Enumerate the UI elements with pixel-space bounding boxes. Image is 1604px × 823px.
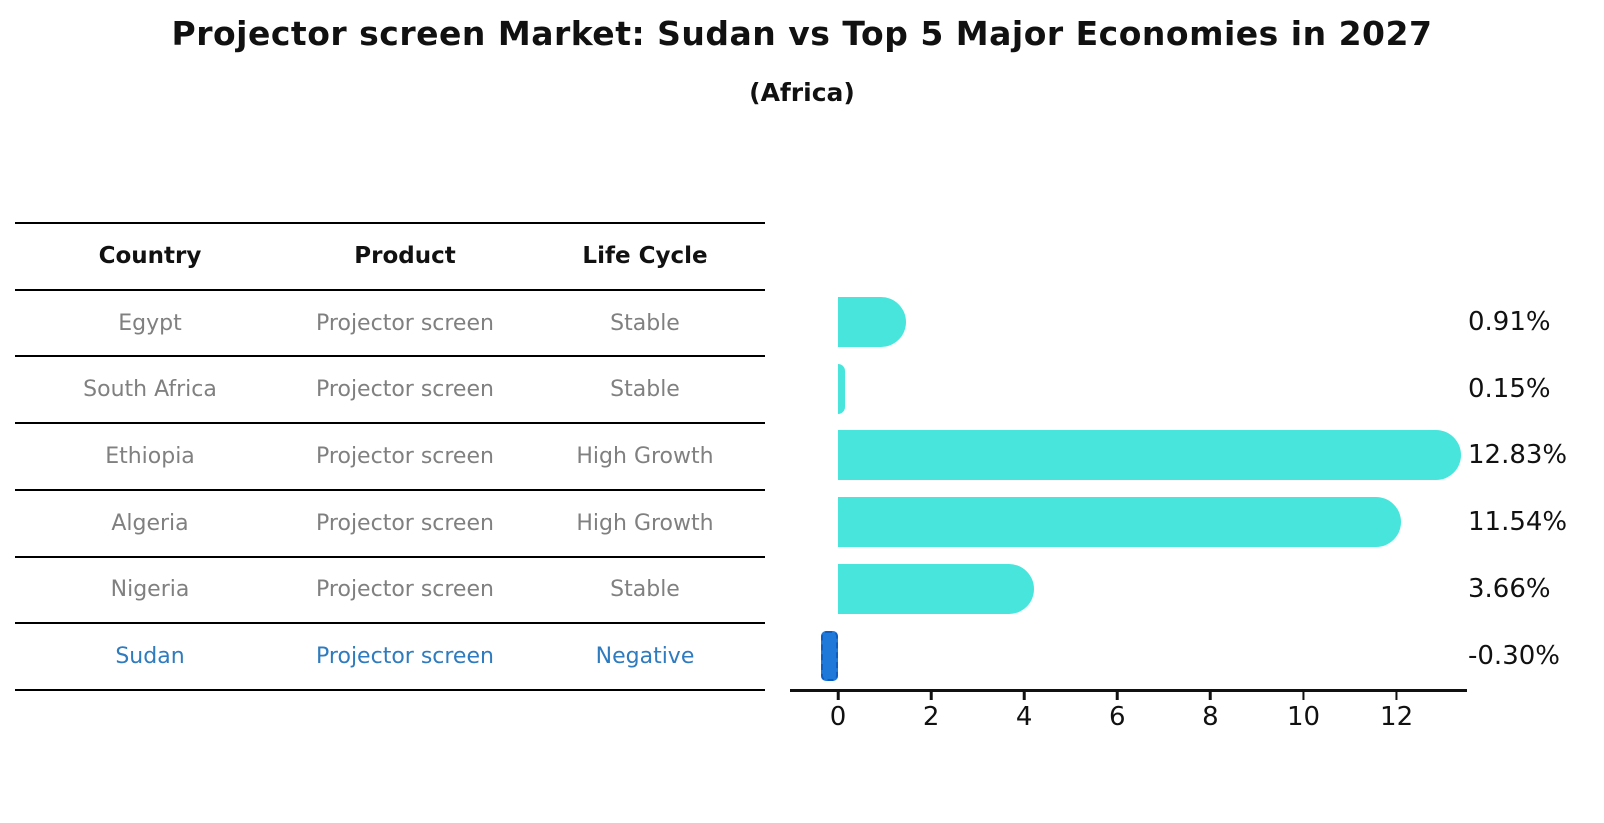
country-table: Country Product Life Cycle Egypt Project…	[15, 222, 765, 691]
cell-product: Projector screen	[316, 510, 494, 536]
cell-life-cycle: Stable	[610, 377, 680, 403]
table-row: Egypt Projector screen Stable	[15, 291, 765, 358]
cell-country: Nigeria	[110, 577, 190, 603]
tick-label: 4	[1015, 702, 1033, 732]
bar-sudan	[821, 630, 838, 681]
tick-mark	[1302, 689, 1305, 700]
cell-product: Projector screen	[316, 644, 494, 670]
tick-label: 12	[1380, 702, 1414, 732]
value-label-column: 0.91% 0.15% 12.83% 11.54% 3.66% -0.30%	[1468, 222, 1598, 689]
cell-life-cycle: Negative	[595, 644, 695, 670]
cell-product: Projector screen	[316, 443, 494, 469]
value-label-sudan: -0.30%	[1468, 640, 1560, 671]
cell-life-cycle: High Growth	[576, 443, 714, 469]
tick-mark	[1209, 689, 1212, 700]
bar-algeria	[838, 497, 1402, 548]
value-label-algeria: 11.54%	[1468, 507, 1568, 538]
chart-title: Projector screen Market: Sudan vs Top 5 …	[171, 14, 1433, 53]
x-axis-tick: 4	[1015, 689, 1033, 732]
bar-south-africa	[838, 363, 845, 414]
header-product: Product	[354, 243, 456, 270]
tick-mark	[1116, 689, 1119, 700]
x-axis-tick: 2	[922, 689, 940, 732]
table-row: South Africa Projector screen Stable	[15, 357, 765, 425]
cell-product: Projector screen	[316, 310, 494, 336]
value-label-south-africa: 0.15%	[1468, 373, 1551, 404]
bar-nigeria	[838, 563, 1035, 614]
bar-chart: 0 2 4 6 8 10 12	[790, 222, 1467, 730]
value-label-ethiopia: 12.83%	[1468, 440, 1568, 471]
x-axis-tick: 10	[1287, 689, 1320, 730]
table-header-row: Country Product Life Cycle	[15, 224, 765, 291]
tick-label: 2	[922, 702, 940, 732]
cell-country: Sudan	[115, 644, 185, 670]
bar-ethiopia	[838, 430, 1462, 481]
value-label-nigeria: 3.66%	[1468, 573, 1551, 604]
x-axis-tick: 12	[1380, 689, 1413, 730]
cell-life-cycle: Stable	[610, 577, 680, 603]
cell-country: Ethiopia	[105, 443, 195, 469]
bar-egypt	[838, 297, 907, 348]
cell-country: South Africa	[83, 377, 217, 403]
table-row: Sudan Projector screen Negative	[15, 624, 765, 691]
tick-mark	[1022, 689, 1026, 700]
header-life-cycle: Life Cycle	[582, 243, 708, 270]
x-axis-tick: 8	[1202, 689, 1219, 730]
tick-label: 10	[1286, 702, 1321, 732]
table-row: Nigeria Projector screen Stable	[15, 558, 765, 625]
tick-mark	[1395, 689, 1398, 700]
tick-mark	[929, 689, 933, 700]
x-axis-tick: 0	[829, 689, 847, 732]
header-country: Country	[98, 243, 202, 270]
cell-product: Projector screen	[316, 377, 494, 403]
value-label-egypt: 0.91%	[1468, 307, 1551, 338]
cell-country: Algeria	[111, 510, 189, 536]
tick-label: 8	[1202, 702, 1219, 732]
table-row: Algeria Projector screen High Growth	[15, 491, 765, 558]
table-row: Ethiopia Projector screen High Growth	[15, 424, 765, 491]
tick-mark	[836, 689, 840, 700]
x-axis-tick: 6	[1109, 689, 1126, 730]
tick-label: 6	[1109, 702, 1126, 732]
cell-life-cycle: High Growth	[576, 510, 714, 536]
tick-label: 0	[829, 702, 847, 732]
cell-country: Egypt	[118, 310, 182, 336]
cell-life-cycle: Stable	[610, 310, 680, 336]
cell-product: Projector screen	[316, 577, 494, 603]
chart-subtitle: (Africa)	[749, 78, 855, 107]
